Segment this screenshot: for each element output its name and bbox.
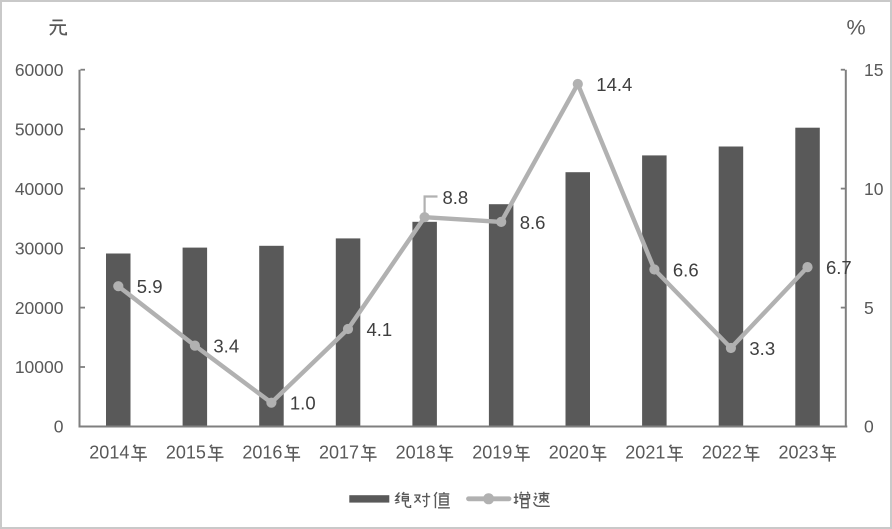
svg-text:2022: 2022 xyxy=(702,443,742,463)
svg-text:2015: 2015 xyxy=(166,443,206,463)
svg-text:50000: 50000 xyxy=(15,119,64,139)
svg-text:6.7: 6.7 xyxy=(826,257,852,278)
svg-text:2017: 2017 xyxy=(319,443,359,463)
svg-text:60000: 60000 xyxy=(15,60,64,80)
svg-text:5: 5 xyxy=(864,298,874,318)
svg-text:2020: 2020 xyxy=(549,443,589,463)
svg-text:15: 15 xyxy=(864,60,883,80)
svg-text:20000: 20000 xyxy=(15,298,64,318)
svg-text:0: 0 xyxy=(54,417,64,437)
svg-text:2016: 2016 xyxy=(242,443,282,463)
svg-text:10000: 10000 xyxy=(15,357,64,377)
svg-text:2018: 2018 xyxy=(396,443,436,463)
svg-text:10: 10 xyxy=(864,179,884,199)
svg-text:8.8: 8.8 xyxy=(443,187,469,208)
svg-text:0: 0 xyxy=(864,417,874,437)
svg-text:14.4: 14.4 xyxy=(596,74,632,95)
svg-text:%: % xyxy=(847,16,866,40)
svg-text:2023: 2023 xyxy=(779,443,819,463)
svg-text:8.6: 8.6 xyxy=(520,212,546,233)
svg-text:40000: 40000 xyxy=(15,179,64,199)
svg-text:1.0: 1.0 xyxy=(290,393,316,414)
svg-text:2019: 2019 xyxy=(472,443,512,463)
svg-text:3.4: 3.4 xyxy=(213,336,239,357)
svg-text:2021: 2021 xyxy=(625,443,665,463)
svg-text:6.6: 6.6 xyxy=(673,260,699,281)
svg-text:5.9: 5.9 xyxy=(137,276,163,297)
svg-text:30000: 30000 xyxy=(15,238,64,258)
svg-text:3.3: 3.3 xyxy=(749,338,775,359)
svg-text:2014: 2014 xyxy=(89,443,129,463)
svg-text:4.1: 4.1 xyxy=(367,319,393,340)
